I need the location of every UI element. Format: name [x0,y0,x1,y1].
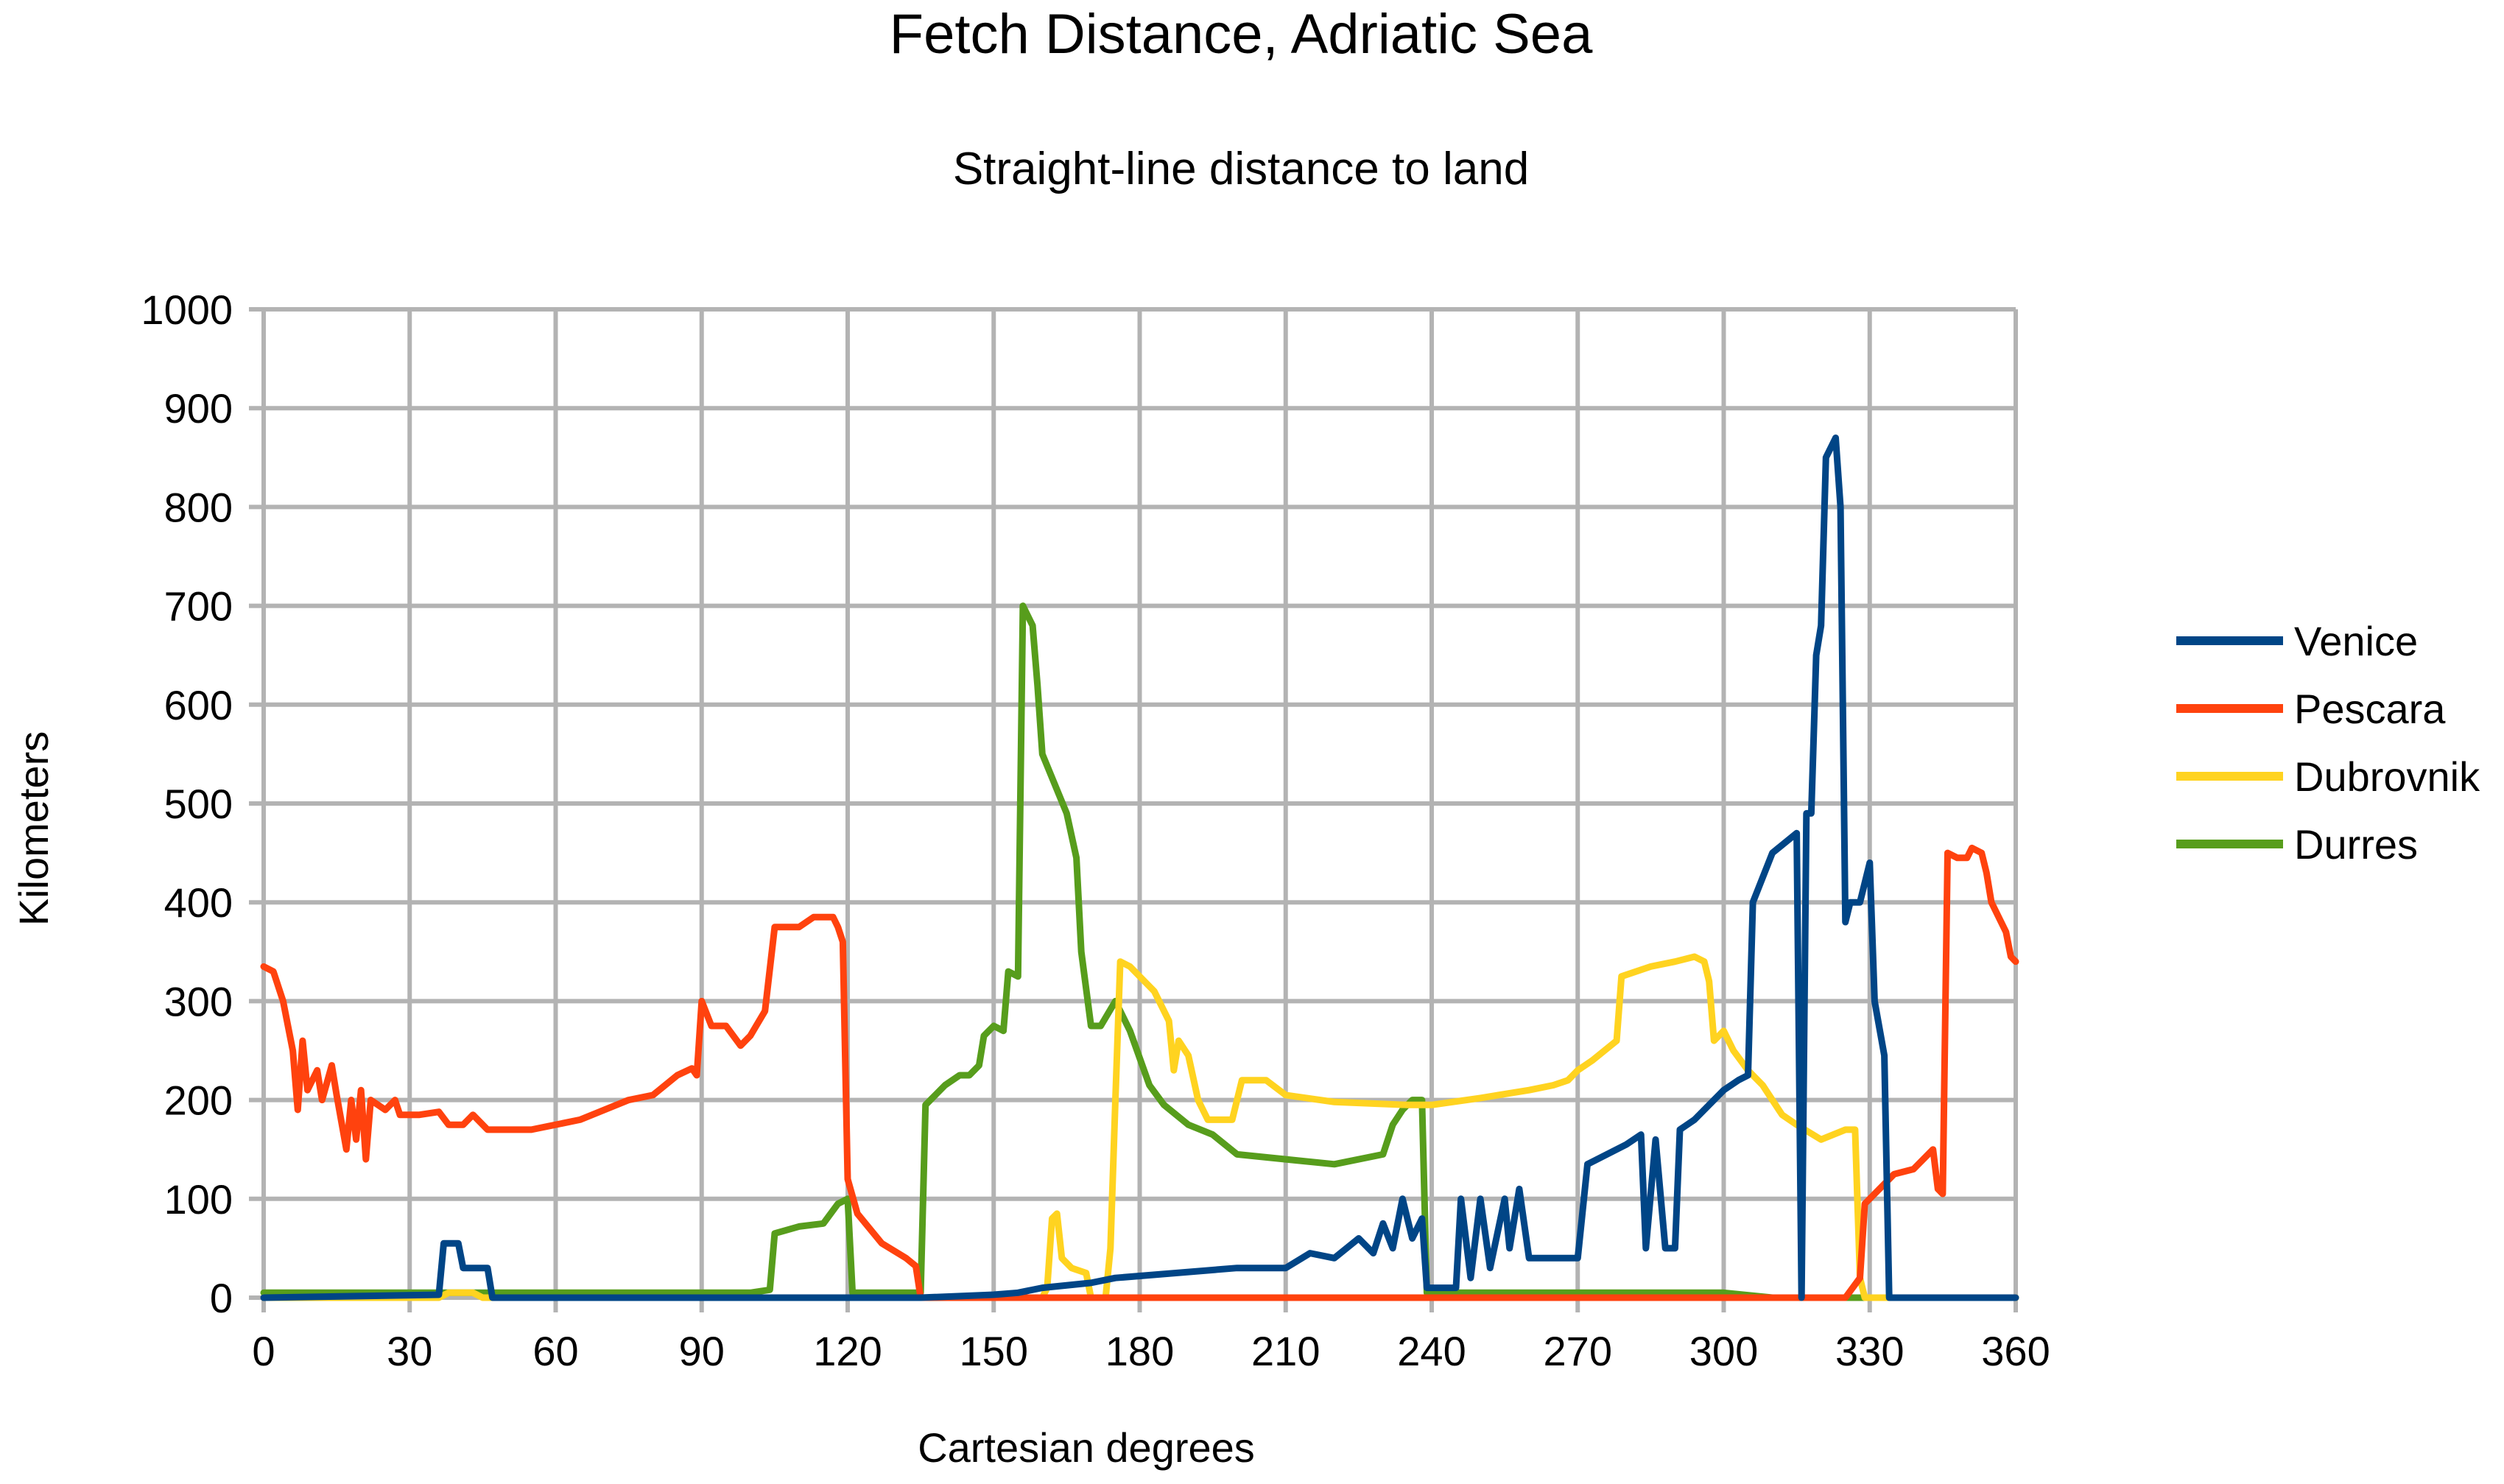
chart-title: Fetch Distance, Adriatic Sea [890,3,1593,66]
legend: Venice Pescara Dubrovnik Durres [2176,618,2480,868]
x-tick-label: 300 [1689,1328,1758,1374]
y-tick-label: 600 [164,682,233,728]
y-tick-label: 1000 [141,286,233,333]
x-tick-label: 240 [1397,1328,1466,1374]
grid-layer [249,307,2018,1312]
legend-label-venice: Venice [2294,618,2418,664]
y-tick-label: 800 [164,484,233,530]
series-line-dubrovnik [260,953,2019,1301]
x-tick-label: 330 [1835,1328,1904,1374]
legend-label-pescara: Pescara [2294,686,2446,732]
y-tick-label: 200 [164,1077,233,1124]
y-tick-label: 700 [164,583,233,630]
y-tick-label: 300 [164,978,233,1024]
series-line-pescara [260,844,2019,1301]
x-tick-label: 270 [1544,1328,1612,1374]
x-tick-label: 60 [532,1328,578,1374]
series-line-durres [260,602,2019,1301]
chart-subtitle: Straight-line distance to land [953,144,1529,194]
legend-label-dubrovnik: Dubrovnik [2294,753,2480,800]
y-axis-title: Kilometers [10,731,57,926]
y-tick-label: 400 [164,879,233,926]
x-tick-label: 210 [1251,1328,1320,1374]
x-tick-label: 90 [679,1328,725,1374]
x-tick-label: 360 [1981,1328,2050,1374]
tick-labels: 0 30 60 90 120 150 180 210 240 270 300 330 360 0 100 20… [141,286,2050,1374]
series-layer [260,435,2019,1301]
y-tick-label: 0 [210,1275,233,1321]
x-tick-label: 150 [960,1328,1028,1374]
y-tick-label: 500 [164,781,233,827]
x-tick-label: 30 [387,1328,432,1374]
legend-label-durres: Durres [2294,821,2418,868]
series-line-venice [260,435,2019,1301]
x-tick-label: 180 [1105,1328,1174,1374]
y-tick-label: 100 [164,1176,233,1223]
y-tick-label: 900 [164,385,233,432]
x-tick-label: 0 [252,1328,275,1374]
x-tick-label: 120 [813,1328,882,1374]
x-axis-title: Cartesian degrees [918,1424,1255,1471]
